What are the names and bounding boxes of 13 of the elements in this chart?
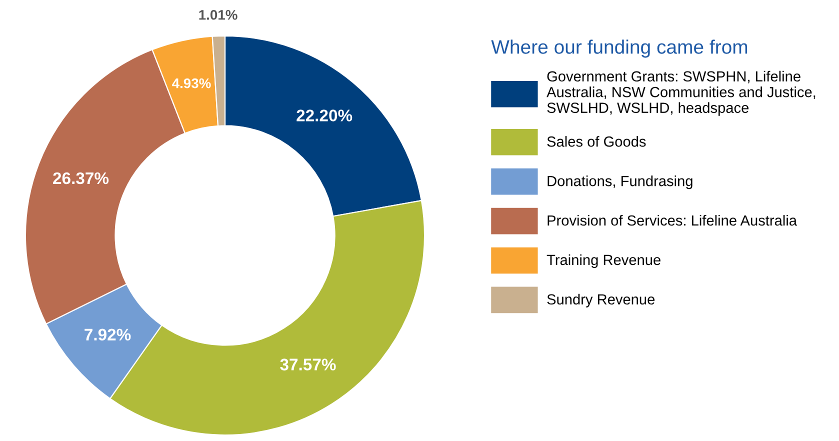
data-label: 7.92%	[84, 328, 131, 341]
data-label: 26.37%	[53, 172, 109, 184]
data-label: 22.20%	[296, 110, 352, 122]
data-label: 37.57%	[280, 358, 336, 370]
legend-title: Where our funding came from	[491, 40, 748, 58]
legend-label: Training Revenue	[546, 254, 660, 268]
legend-label: Donations, Fundrasing	[548, 175, 692, 190]
legend-label: Sundry Revenue	[547, 294, 655, 308]
legend-label: Government Grants: SWSPHN, Lifeline Australia, NSW Communities and Justice, SWSLHD, WSLHD, headspace	[546, 70, 816, 116]
legend-label: Provision of Services: Lifeline Australia	[548, 214, 798, 226]
data-label: 1.01%	[199, 10, 238, 20]
data-label: 4.93%	[172, 78, 211, 88]
legend-label: Sales of Goods	[547, 136, 646, 147]
